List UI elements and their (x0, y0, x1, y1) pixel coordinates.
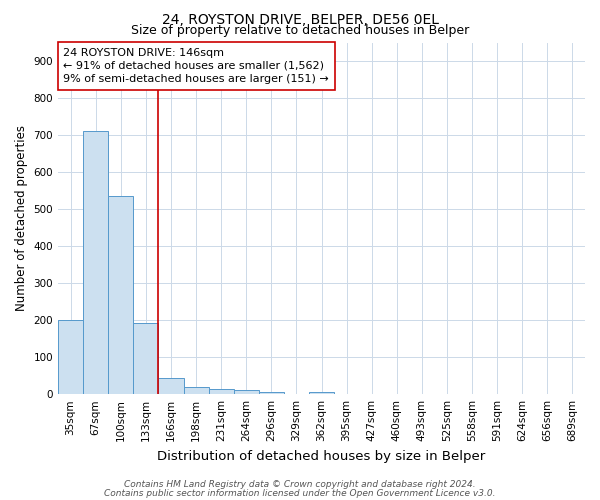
Y-axis label: Number of detached properties: Number of detached properties (15, 126, 28, 312)
Bar (158, 378, 184, 394)
Bar (184, 387, 209, 394)
Text: 24, ROYSTON DRIVE, BELPER, DE56 0EL: 24, ROYSTON DRIVE, BELPER, DE56 0EL (161, 12, 439, 26)
Bar (108, 196, 133, 394)
Bar (83, 132, 108, 394)
Bar (233, 390, 259, 394)
Bar (58, 320, 83, 394)
Text: 24 ROYSTON DRIVE: 146sqm
← 91% of detached houses are smaller (1,562)
9% of semi: 24 ROYSTON DRIVE: 146sqm ← 91% of detach… (64, 48, 329, 84)
Text: Contains public sector information licensed under the Open Government Licence v3: Contains public sector information licen… (104, 490, 496, 498)
Text: Contains HM Land Registry data © Crown copyright and database right 2024.: Contains HM Land Registry data © Crown c… (124, 480, 476, 489)
Bar (133, 322, 158, 394)
Bar (209, 388, 233, 394)
Bar (309, 392, 334, 394)
Bar (259, 392, 284, 394)
X-axis label: Distribution of detached houses by size in Belper: Distribution of detached houses by size … (157, 450, 485, 462)
Text: Size of property relative to detached houses in Belper: Size of property relative to detached ho… (131, 24, 469, 37)
